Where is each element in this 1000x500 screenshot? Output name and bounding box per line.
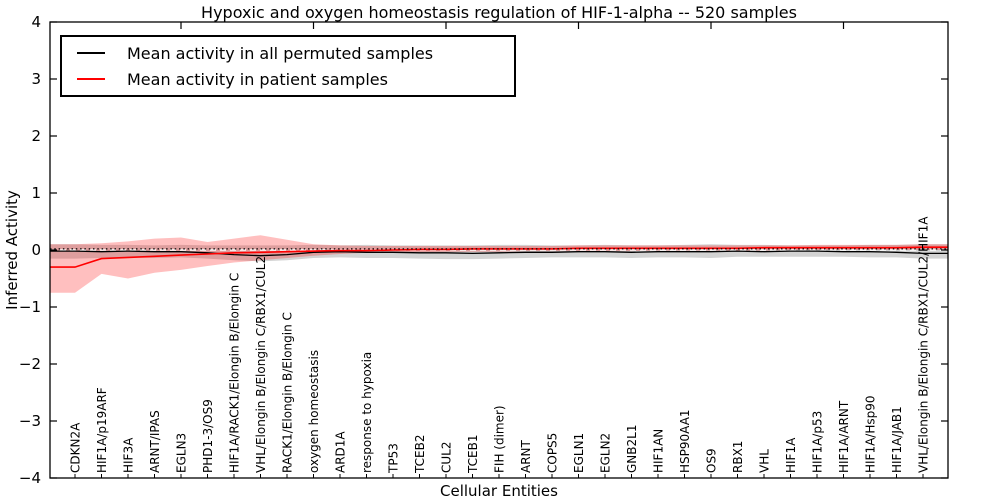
x-tick-label: HIF1A/RACK1/Elongin B/Elongin C [228, 273, 242, 473]
y-tick-label: 3 [31, 70, 41, 88]
y-tick-label: 4 [31, 13, 41, 31]
x-tick-label: OS9 [705, 448, 719, 473]
x-tick-label: HIF1A/ARNT [837, 400, 851, 473]
legend-label-permuted: Mean activity in all permuted samples [127, 43, 434, 63]
x-tick-label: HIF1A/JAB1 [890, 406, 904, 473]
x-tick-label: HIF1A/Hsp90 [864, 395, 878, 473]
x-tick-label: TCEB1 [466, 435, 480, 474]
x-tick-label: HIF1AN [652, 429, 666, 473]
x-tick-label: CDKN2A [69, 422, 83, 473]
y-tick-label: 1 [31, 184, 41, 202]
y-tick-label: −1 [19, 298, 41, 316]
x-tick-label: HIF1A [784, 437, 798, 473]
x-tick-label: RACK1/Elongin B/Elongin C [281, 312, 295, 473]
y-tick-label: −2 [19, 355, 41, 373]
y-tick-label: −3 [19, 412, 41, 430]
x-tick-label: oxygen homeostasis [307, 350, 321, 473]
x-tick-label: COPS5 [546, 433, 560, 473]
permuted-mean-line [50, 250, 948, 257]
legend-label-patient: Mean activity in patient samples [127, 69, 388, 89]
y-tick-label: −4 [19, 469, 41, 487]
chart-title: Hypoxic and oxygen homeostasis regulatio… [201, 3, 797, 22]
x-tick-label: VHL/Elongin B/Elongin C/RBX1/CUL2 [254, 256, 268, 473]
x-tick-label: TP53 [387, 443, 401, 474]
legend-line-patient [77, 78, 105, 80]
legend: Mean activity in all permuted samples Me… [60, 35, 516, 97]
x-tick-label: HSP90AA1 [678, 409, 692, 473]
x-tick-label: PHD1-3/OS9 [201, 399, 215, 473]
x-tick-label: ARD1A [334, 431, 348, 473]
x-tick-label: EGLN2 [599, 433, 613, 473]
x-tick-label: CUL2 [440, 442, 454, 473]
x-tick-label: TCEB2 [413, 435, 427, 474]
x-tick-label: response to hypoxia [360, 352, 374, 473]
x-tick-label: HIF1A/p53 [811, 411, 825, 473]
x-tick-label: GNB2L1 [625, 425, 639, 473]
x-tick-label: VHL/Elongin B/Elongin C/RBX1/CUL2/HIF1A [917, 216, 931, 473]
x-tick-label: EGLN1 [572, 433, 586, 473]
x-axis-label: Cellular Entities [440, 482, 558, 500]
patient-std-band [50, 235, 948, 293]
x-tick-label: FIH (dimer) [493, 405, 507, 473]
patient-mean-line [50, 246, 948, 268]
x-tick-label: ARNT [519, 439, 533, 473]
x-tick-label: RBX1 [731, 441, 745, 473]
x-tick-label: VHL [758, 449, 772, 473]
legend-entry-permuted: Mean activity in all permuted samples [77, 44, 514, 63]
x-tick-label: EGLN3 [175, 433, 189, 473]
legend-entry-patient: Mean activity in patient samples [77, 70, 514, 89]
x-tick-label: HIF3A [122, 437, 136, 473]
legend-line-permuted [77, 52, 105, 54]
y-tick-label: 2 [31, 127, 41, 145]
x-tick-label: ARNT/IPAS [148, 410, 162, 473]
y-tick-label: 0 [31, 241, 41, 259]
x-tick-label: HIF1A/p19ARF [95, 387, 109, 473]
